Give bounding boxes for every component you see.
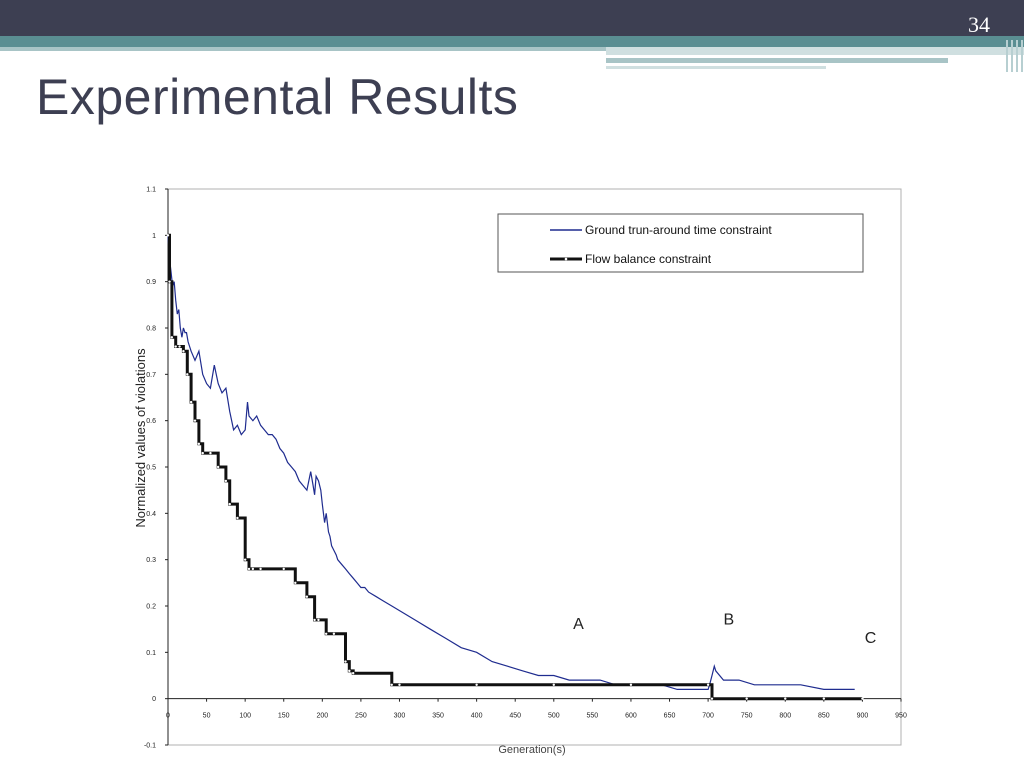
data-point xyxy=(193,419,197,422)
x-tick-label: 500 xyxy=(548,713,560,720)
y-tick-label: 0.9 xyxy=(146,279,156,286)
data-point xyxy=(861,697,864,700)
x-tick-label: 250 xyxy=(355,713,367,720)
top-banner xyxy=(0,0,1024,36)
x-tick-label: 0 xyxy=(166,713,170,720)
data-point xyxy=(224,479,228,483)
x-tick-label: 650 xyxy=(664,713,676,720)
data-point xyxy=(294,581,297,585)
y-tick-label: 0.2 xyxy=(146,604,156,611)
x-tick-label: 750 xyxy=(741,713,753,720)
y-tick-label: 1 xyxy=(152,233,156,240)
data-point xyxy=(351,671,355,675)
y-tick-label: 0 xyxy=(152,696,156,703)
y-tick-label: 1.1 xyxy=(146,187,156,194)
y-axis-label: Normalized values of violations xyxy=(133,348,148,528)
data-point xyxy=(236,516,239,520)
data-point xyxy=(305,595,309,598)
x-tick-label: 700 xyxy=(702,713,714,720)
annotation-label: B xyxy=(724,612,735,629)
decorative-lines xyxy=(1004,40,1024,72)
data-point xyxy=(344,660,347,663)
data-point xyxy=(166,234,170,237)
accent-stripe-right-2 xyxy=(606,58,948,63)
data-point xyxy=(282,567,285,571)
slide-title: Experimental Results xyxy=(36,69,519,125)
data-point xyxy=(247,567,251,571)
x-tick-label: 600 xyxy=(625,713,637,720)
x-tick-label: 850 xyxy=(818,713,830,720)
x-tick-label: 300 xyxy=(394,713,406,720)
legend-label: Flow balance constraint xyxy=(585,252,712,266)
data-point xyxy=(189,400,193,404)
data-point xyxy=(201,451,204,455)
annotation-layer: A B C xyxy=(573,612,876,648)
x-tick-label: 400 xyxy=(471,713,483,720)
data-point xyxy=(209,451,212,455)
accent-stripe-right-1 xyxy=(606,47,1024,55)
data-point xyxy=(745,697,748,700)
y-tick-label: -0.1 xyxy=(144,743,156,750)
data-point xyxy=(174,345,177,348)
data-point xyxy=(390,683,393,686)
data-point xyxy=(170,336,174,339)
y-tick-label: 0.4 xyxy=(146,511,156,518)
x-tick-label: 200 xyxy=(316,713,328,720)
x-tick-label: 150 xyxy=(278,713,290,720)
plot-frame xyxy=(167,188,902,746)
x-tick-label: 450 xyxy=(509,713,521,720)
data-point xyxy=(243,558,247,561)
x-tick-label: 350 xyxy=(432,713,444,720)
x-tick-label: 900 xyxy=(857,713,869,720)
data-point xyxy=(706,683,710,686)
data-point xyxy=(784,697,787,700)
data-point xyxy=(552,683,555,686)
data-point xyxy=(313,618,316,622)
data-point xyxy=(348,669,351,673)
y-tick-label: 0.6 xyxy=(146,418,156,425)
data-point xyxy=(216,465,220,469)
legend-marker xyxy=(564,257,568,261)
data-point xyxy=(332,632,336,635)
y-tick-label: 0.8 xyxy=(146,326,156,333)
accent-stripe xyxy=(0,47,606,51)
annotation-label: A xyxy=(573,616,584,633)
annotation-label: C xyxy=(865,630,877,647)
x-tick-label: 950 xyxy=(895,713,907,720)
x-axis-label: Generation(s) xyxy=(498,744,565,756)
slide-number: 34 xyxy=(968,12,990,37)
accent-stripe-right-3 xyxy=(606,66,826,69)
data-point xyxy=(324,632,328,635)
data-point xyxy=(317,618,320,622)
data-point xyxy=(822,697,826,700)
data-point xyxy=(398,683,401,686)
data-point xyxy=(228,502,231,506)
y-tick-label: 0.5 xyxy=(146,465,156,472)
y-tick-label: 0.1 xyxy=(146,650,156,657)
x-tick-label: 50 xyxy=(203,713,211,720)
y-tick-label: 0.7 xyxy=(146,372,156,379)
x-tick-label: 550 xyxy=(587,713,599,720)
chart-legend: Ground trun-around time constraint Flow b… xyxy=(497,213,864,273)
data-point xyxy=(178,345,181,348)
data-point xyxy=(629,683,633,686)
data-point xyxy=(168,280,171,283)
data-point xyxy=(259,567,262,571)
x-tick-label: 800 xyxy=(779,713,791,720)
accent-band xyxy=(0,36,1024,47)
data-point xyxy=(475,683,478,686)
legend-box xyxy=(497,213,864,273)
y-tick-label: 0.3 xyxy=(146,557,156,564)
x-tick-label: 100 xyxy=(239,713,251,720)
series-layer xyxy=(166,233,864,701)
data-point xyxy=(182,349,185,353)
data-point xyxy=(186,373,189,376)
data-point xyxy=(710,697,714,700)
data-point xyxy=(197,442,201,446)
data-point xyxy=(251,567,255,571)
legend-label: Ground trun-around time constraint xyxy=(585,223,772,237)
